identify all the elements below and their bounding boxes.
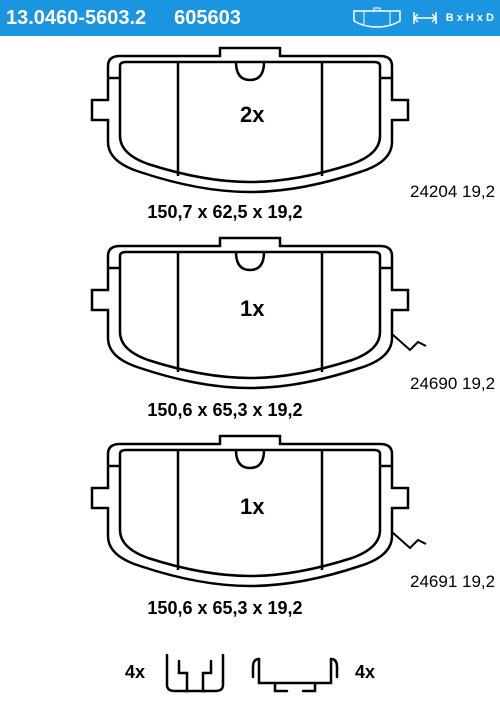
pad-icon <box>350 7 404 29</box>
pad-qty-3: 1x <box>240 494 264 520</box>
clip-qty-1: 4x <box>125 662 145 683</box>
clip-group-2 <box>245 649 345 695</box>
clip-drawing-2 <box>245 649 345 695</box>
pad-dims-3: 150,6 x 65,3 x 19,2 <box>50 598 400 619</box>
header-bar: 13.0460-5603.2 605603 B x H x D <box>0 0 500 36</box>
legend-text: B x H x D <box>446 12 494 24</box>
pad-code-1: 24204 19,2 <box>410 182 495 202</box>
pad-block-3: 1x 150,6 x 65,3 x 19,2 24691 19,2 <box>0 432 500 600</box>
pad-block-2: 1x 150,6 x 65,3 x 19,2 24690 19,2 <box>0 234 500 402</box>
pad-qty-2: 1x <box>240 296 264 322</box>
secondary-number: 605603 <box>174 7 241 30</box>
part-number: 13.0460-5603.2 <box>6 7 146 30</box>
pad-dims-1: 150,7 x 62,5 x 19,2 <box>50 202 400 223</box>
arrow-icon <box>410 7 440 29</box>
pad-code-3: 24691 19,2 <box>410 572 495 592</box>
header-icon-group: B x H x D <box>350 7 494 29</box>
clip-group-1 <box>155 649 235 695</box>
pad-code-2: 24690 19,2 <box>410 374 495 394</box>
clips-row: 4x 4x <box>0 649 500 695</box>
clip-qty-2: 4x <box>355 662 375 683</box>
pad-qty-1: 2x <box>240 102 264 128</box>
page: 13.0460-5603.2 605603 B x H x D <box>0 0 500 701</box>
clip-drawing-1 <box>155 649 235 695</box>
pad-block-1: 2x 150,7 x 62,5 x 19,2 24204 19,2 <box>0 44 500 204</box>
pad-dims-2: 150,6 x 65,3 x 19,2 <box>50 400 400 421</box>
